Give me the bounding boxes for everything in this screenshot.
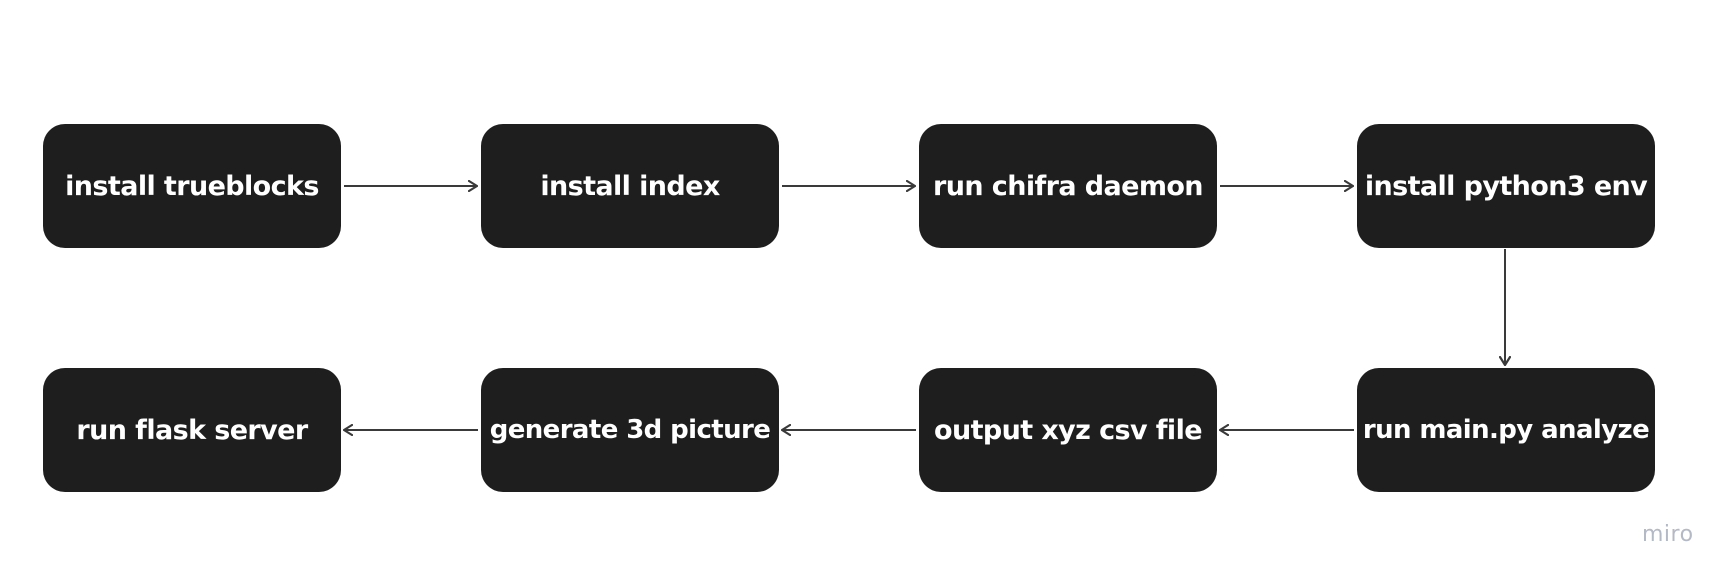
step-run-flask-server[interactable]: run flask server (43, 368, 341, 492)
step-run-chifra-daemon[interactable]: run chifra daemon (919, 124, 1217, 248)
step-run-main-py-analyze[interactable]: run main.py analyze (1357, 368, 1655, 492)
step-label: install index (540, 170, 720, 202)
step-generate-3d-picture[interactable]: generate 3d picture (481, 368, 779, 492)
step-install-index[interactable]: install index (481, 124, 779, 248)
step-output-xyz-csv-file[interactable]: output xyz csv file (919, 368, 1217, 492)
step-label: run flask server (76, 414, 308, 446)
step-label: install python3 env (1364, 170, 1648, 202)
step-label: generate 3d picture (489, 415, 771, 445)
step-label: install trueblocks (65, 170, 319, 202)
step-label: run chifra daemon (933, 170, 1203, 202)
step-install-python3-env[interactable]: install python3 env (1357, 124, 1655, 248)
miro-watermark: miro (1642, 522, 1694, 547)
step-install-trueblocks[interactable]: install trueblocks (43, 124, 341, 248)
step-label: run main.py analyze (1362, 415, 1650, 445)
step-label: output xyz csv file (934, 414, 1203, 446)
